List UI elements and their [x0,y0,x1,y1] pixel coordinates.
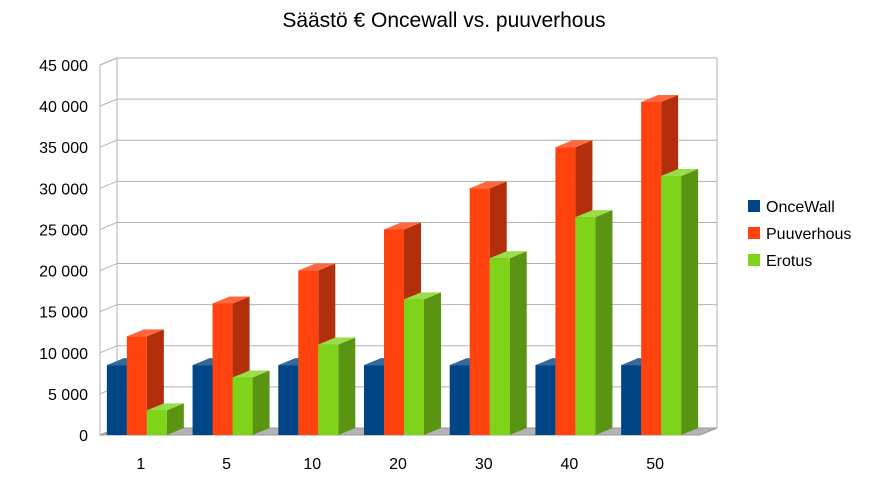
x-tick-label: 30 [475,456,493,473]
bar-side [681,169,699,435]
bar-front [278,365,299,435]
bar-top [641,95,679,102]
legend-swatch [748,200,760,212]
y-tick-label: 0 [79,428,88,445]
bar-front [575,217,596,435]
legend-swatch [748,254,760,266]
bar-top [384,222,421,230]
bar-top [469,181,507,189]
x-tick-label: 40 [561,456,579,473]
legend-label: Erotus [766,253,812,270]
bar-front [535,365,556,435]
gridline-side [99,263,118,272]
bar-side [424,292,441,435]
legend: OnceWall Puuverhous Erotus [748,199,851,270]
x-tick-label: 1 [136,456,145,473]
y-tick-label: 20 000 [39,264,88,281]
y-tick-label: 45 000 [39,58,88,75]
gridline-side [99,304,118,313]
bar-erotus-30 [489,251,527,435]
bar-erotus-40 [575,210,613,435]
legend-item: Erotus [748,253,812,270]
y-tick-label: 35 000 [39,140,88,157]
bar-top [489,251,527,259]
y-tick-label: 5 000 [48,387,88,404]
bar-front [641,102,662,435]
bar-front [661,176,682,435]
bar-side [595,210,613,435]
gridline-side [99,98,118,107]
legend-item: Puuverhous [748,226,851,243]
bar-front [469,188,490,435]
x-tick-label: 10 [303,456,321,473]
bar-front [106,365,127,435]
bar-front [192,365,213,435]
bar-top [212,296,250,304]
y-tick-label: 15 000 [39,305,88,322]
gridline-side [99,180,118,189]
legend-swatch [748,227,760,239]
bar-front [449,365,470,435]
legend-label: OnceWall [766,199,835,216]
legend-label: Puuverhous [766,226,851,243]
x-tick-label: 50 [646,456,664,473]
bar-top [555,140,593,148]
bar-top [575,210,613,218]
bar-front [126,336,147,435]
y-tick-label: 30 000 [39,181,88,198]
bar-side [509,251,527,435]
bar-front [232,377,253,435]
bar-side [338,337,356,435]
legend-item: OnceWall [748,199,835,216]
bar-top [126,329,164,337]
bar-front [364,365,384,435]
y-tick-label: 40 000 [39,99,88,116]
bar-front [146,410,167,435]
y-tick-label: 25 000 [39,222,88,239]
bar-front [384,229,404,435]
bar-erotus-20 [404,292,441,435]
bar-top [146,403,184,411]
x-tick-label: 5 [222,456,231,473]
bar-front [621,365,642,435]
bar-side [166,403,184,435]
bar-top [661,169,699,176]
gridline-side [99,139,118,148]
bar-erotus-10 [318,337,356,435]
x-tick-label: 20 [389,456,407,473]
bar-front [555,147,576,435]
bar-erotus-1 [146,403,184,435]
bar-erotus-50 [661,169,699,435]
bar-front [298,270,319,435]
bar-side [252,370,270,435]
gridline-side [99,345,118,354]
y-tick-label: 10 000 [39,346,88,363]
bar-front [489,258,510,435]
bar-front [404,299,424,435]
gridline-side [99,221,118,230]
chart-title: Säästö € Oncewall vs. puuverhous [282,9,606,32]
bar-top [404,292,441,300]
bar-front [318,344,339,435]
bar-erotus-5 [232,370,270,435]
bar-top [232,370,270,378]
bar-top [298,263,336,271]
bar-top [318,337,356,345]
bar-front [212,303,233,435]
